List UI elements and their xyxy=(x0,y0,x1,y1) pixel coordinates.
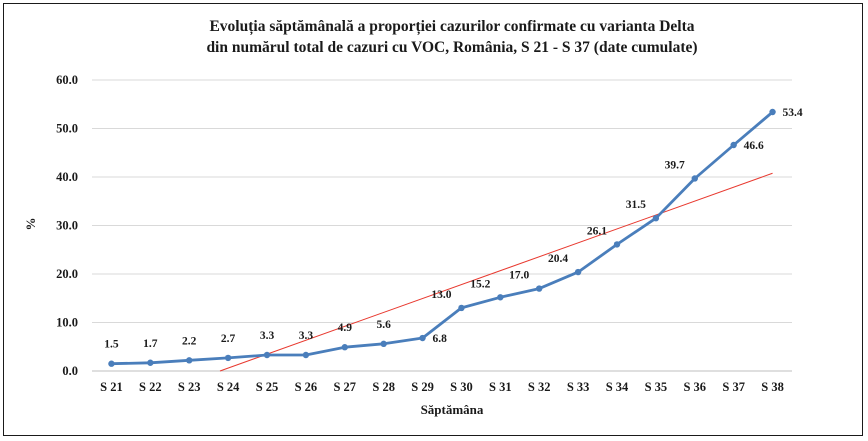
data-labels: 1.5 1.7 2.2 2.7 3.3 3.3 4.9 5.6 6.8 13.0 15.2 17.0 2… xyxy=(104,107,803,351)
x-tick-label: S 28 xyxy=(372,380,395,394)
data-label: 3.3 xyxy=(260,330,275,342)
data-label: 1.5 xyxy=(104,339,119,351)
series-polyline xyxy=(111,110,774,366)
y-tick-label: 50.0 xyxy=(56,122,78,136)
data-label: 26.1 xyxy=(587,225,607,237)
data-point xyxy=(652,215,660,222)
data-point xyxy=(302,351,310,359)
data-point xyxy=(108,360,115,367)
data-point xyxy=(380,340,387,348)
data-label: 46.6 xyxy=(744,140,764,152)
data-label: 2.2 xyxy=(182,335,197,347)
x-tick-labels: S 21 S 22 S 23 S 24 S 25 S 26 S 27 S 28 S 29 S 30… xyxy=(100,380,784,394)
x-tick-label: S 38 xyxy=(761,380,784,394)
x-tick-label: S 30 xyxy=(450,380,473,394)
chart-title-line1: Evoluția săptămânală a proporției cazuri… xyxy=(209,18,694,35)
data-point xyxy=(458,304,465,312)
x-tick-label: S 37 xyxy=(722,380,745,394)
y-tick-label: 60.0 xyxy=(56,73,78,87)
series-line xyxy=(111,110,774,366)
x-tick-label: S 33 xyxy=(567,380,590,394)
data-label: 13.0 xyxy=(431,289,451,301)
y-tick-label: 10.0 xyxy=(56,316,78,330)
x-tick-label: S 21 xyxy=(100,380,123,394)
y-tick-labels: 0.0 10.0 20.0 30.0 40.0 50.0 60.0 xyxy=(56,73,78,378)
x-tick-label: S 36 xyxy=(683,380,706,394)
x-tick-label: S 24 xyxy=(217,380,240,394)
data-point xyxy=(419,334,426,342)
data-label: 5.6 xyxy=(376,319,391,331)
data-label: 15.2 xyxy=(470,278,490,290)
chart-title-line2: din numărul total de cazuri cu VOC, Româ… xyxy=(206,39,697,56)
y-tick-label: 20.0 xyxy=(56,267,78,281)
data-point xyxy=(186,357,193,364)
x-tick-label: S 26 xyxy=(295,380,318,394)
x-tick-label: S 23 xyxy=(178,380,201,394)
data-point xyxy=(536,285,543,292)
data-label: 6.8 xyxy=(433,333,448,345)
x-tick-label: S 34 xyxy=(606,380,629,394)
x-tick-label: S 27 xyxy=(333,380,356,394)
y-tick-label: 30.0 xyxy=(56,219,78,233)
data-label: 2.7 xyxy=(221,333,236,345)
trendline xyxy=(219,172,773,372)
x-tick-label: S 25 xyxy=(256,380,279,394)
data-point xyxy=(769,108,776,116)
data-label: 20.4 xyxy=(548,253,568,265)
data-point xyxy=(730,141,737,149)
data-point xyxy=(613,241,621,248)
data-label: 53.4 xyxy=(783,107,803,119)
data-point xyxy=(147,359,154,366)
y-tick-label: 0.0 xyxy=(62,364,78,378)
x-tick-label: S 32 xyxy=(528,380,551,394)
x-tick-label: S 31 xyxy=(489,380,512,394)
data-point xyxy=(224,354,232,362)
gridlines xyxy=(92,79,792,372)
data-point xyxy=(574,268,582,276)
y-axis-label: % xyxy=(23,218,38,231)
data-label: 17.0 xyxy=(509,270,529,282)
x-tick-label: S 22 xyxy=(139,380,162,394)
data-label: 1.7 xyxy=(143,338,158,350)
trendline-path xyxy=(219,172,773,372)
data-point xyxy=(497,294,504,301)
data-point xyxy=(691,175,698,182)
y-tick-label: 40.0 xyxy=(56,170,78,184)
data-label: 3.3 xyxy=(299,330,314,342)
data-label: 4.9 xyxy=(338,322,353,334)
data-points xyxy=(108,108,776,367)
data-point xyxy=(263,351,271,359)
x-axis-label: Săptămâna xyxy=(421,402,484,417)
x-tick-label: S 35 xyxy=(645,380,668,394)
data-point xyxy=(341,344,348,351)
data-label: 31.5 xyxy=(626,199,646,211)
x-tick-label: S 29 xyxy=(411,380,434,394)
data-label: 39.7 xyxy=(665,159,685,171)
